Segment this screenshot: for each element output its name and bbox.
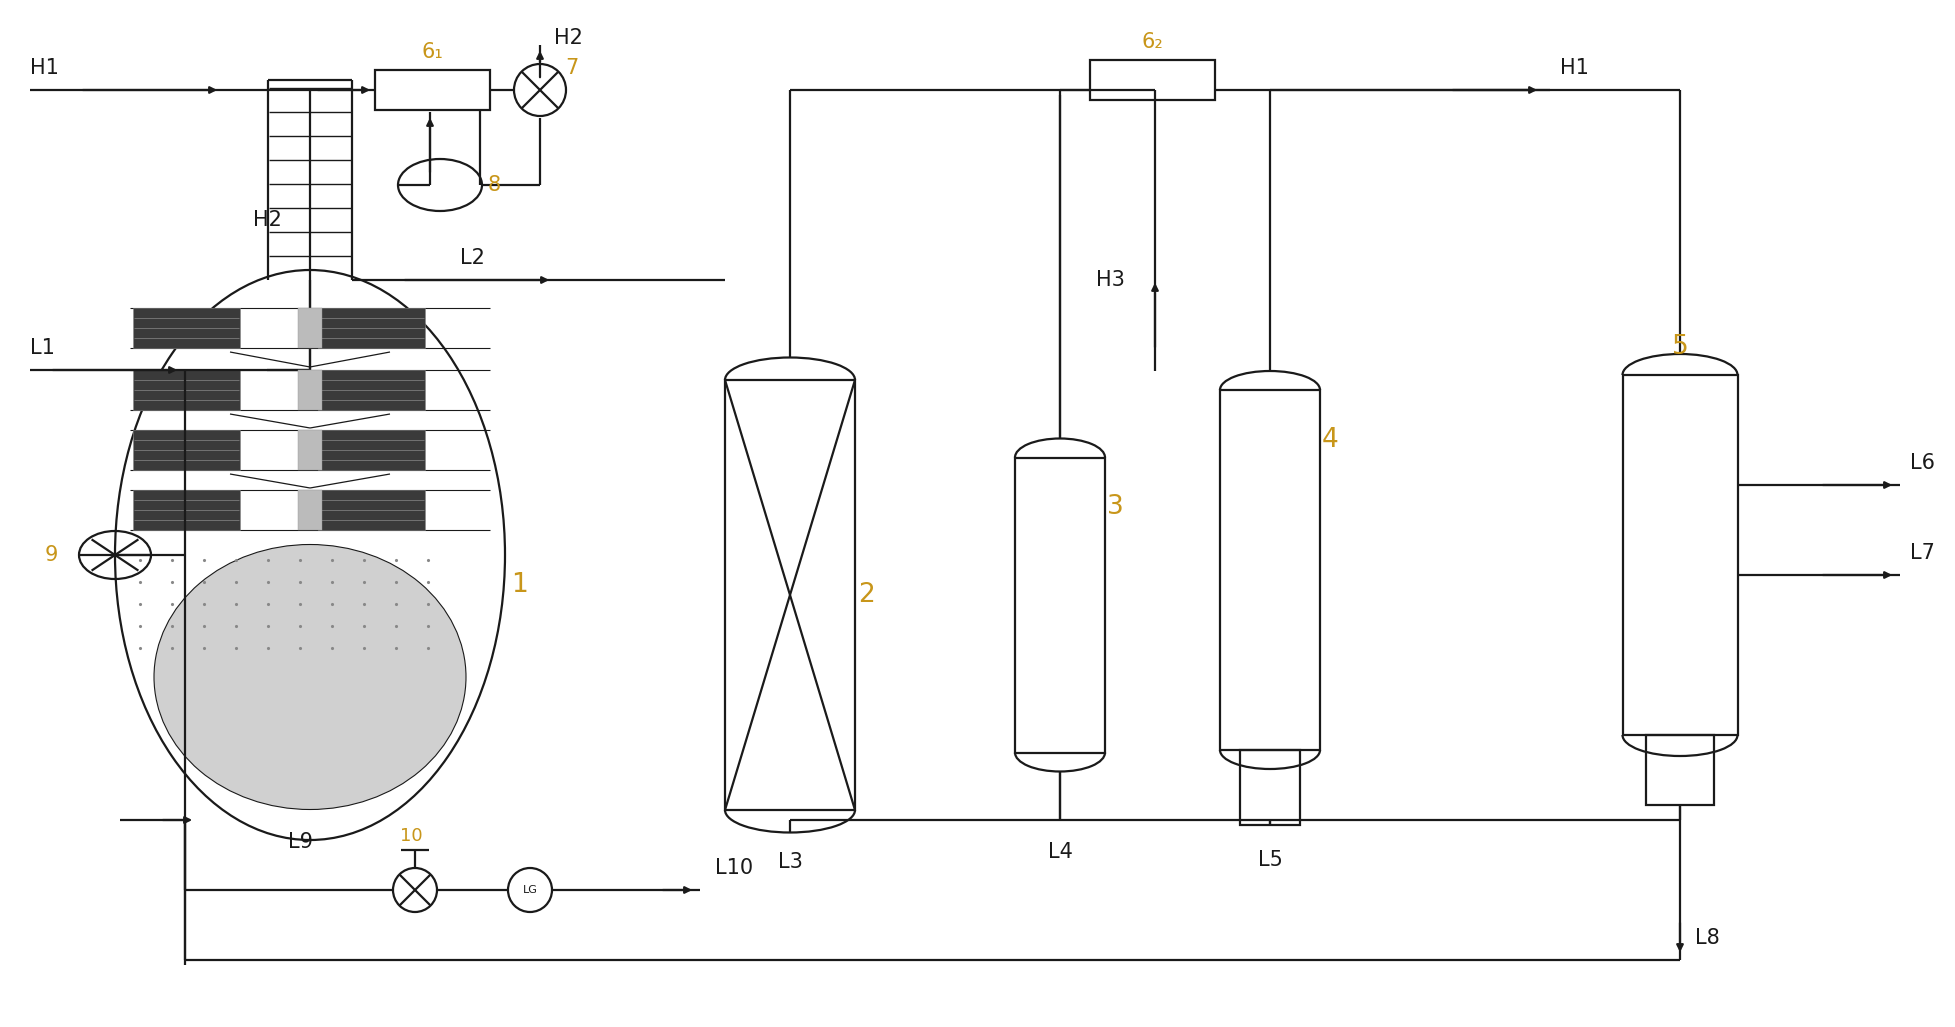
Text: 1: 1 [512, 572, 528, 598]
Bar [375, 70, 491, 110]
Text: L7: L7 [1908, 543, 1933, 563]
Bar [297, 490, 323, 530]
Bar [297, 370, 323, 410]
Bar [1646, 735, 1713, 805]
Text: L10: L10 [716, 858, 753, 878]
Text: L2: L2 [459, 248, 485, 268]
Text: L9: L9 [287, 832, 313, 852]
Text: 10: 10 [399, 827, 422, 845]
Bar [297, 308, 323, 348]
Text: L4: L4 [1048, 842, 1071, 863]
Text: 8: 8 [487, 175, 500, 195]
Text: H3: H3 [1095, 270, 1124, 290]
Text: 3: 3 [1107, 494, 1122, 521]
Text: H1: H1 [1560, 58, 1587, 78]
Bar [133, 370, 240, 410]
Bar [1015, 457, 1105, 753]
Bar [1220, 390, 1320, 750]
Bar [319, 490, 424, 530]
Text: L6: L6 [1908, 453, 1933, 473]
Bar [319, 430, 424, 470]
Bar [1089, 60, 1214, 100]
Text: L1: L1 [29, 338, 55, 358]
Text: 2: 2 [858, 582, 876, 608]
Bar [319, 370, 424, 410]
Text: H2: H2 [553, 28, 583, 48]
Bar [297, 430, 323, 470]
Text: 5: 5 [1672, 334, 1687, 360]
Text: L5: L5 [1257, 850, 1282, 870]
Text: L8: L8 [1695, 928, 1718, 948]
Text: 6₂: 6₂ [1142, 32, 1163, 52]
Text: H2: H2 [252, 210, 282, 230]
Text: 6₁: 6₁ [422, 42, 444, 62]
Bar [725, 380, 854, 810]
Text: 9: 9 [45, 545, 57, 565]
Bar [133, 490, 240, 530]
Text: 4: 4 [1322, 427, 1337, 453]
Text: LG: LG [522, 885, 538, 895]
Text: H1: H1 [29, 58, 59, 78]
Bar [133, 430, 240, 470]
Ellipse shape [154, 544, 465, 809]
Text: L3: L3 [778, 852, 802, 872]
Text: 7: 7 [565, 58, 579, 78]
Bar [133, 308, 240, 348]
Bar [319, 308, 424, 348]
Bar [1621, 375, 1736, 735]
Bar [1239, 750, 1300, 825]
